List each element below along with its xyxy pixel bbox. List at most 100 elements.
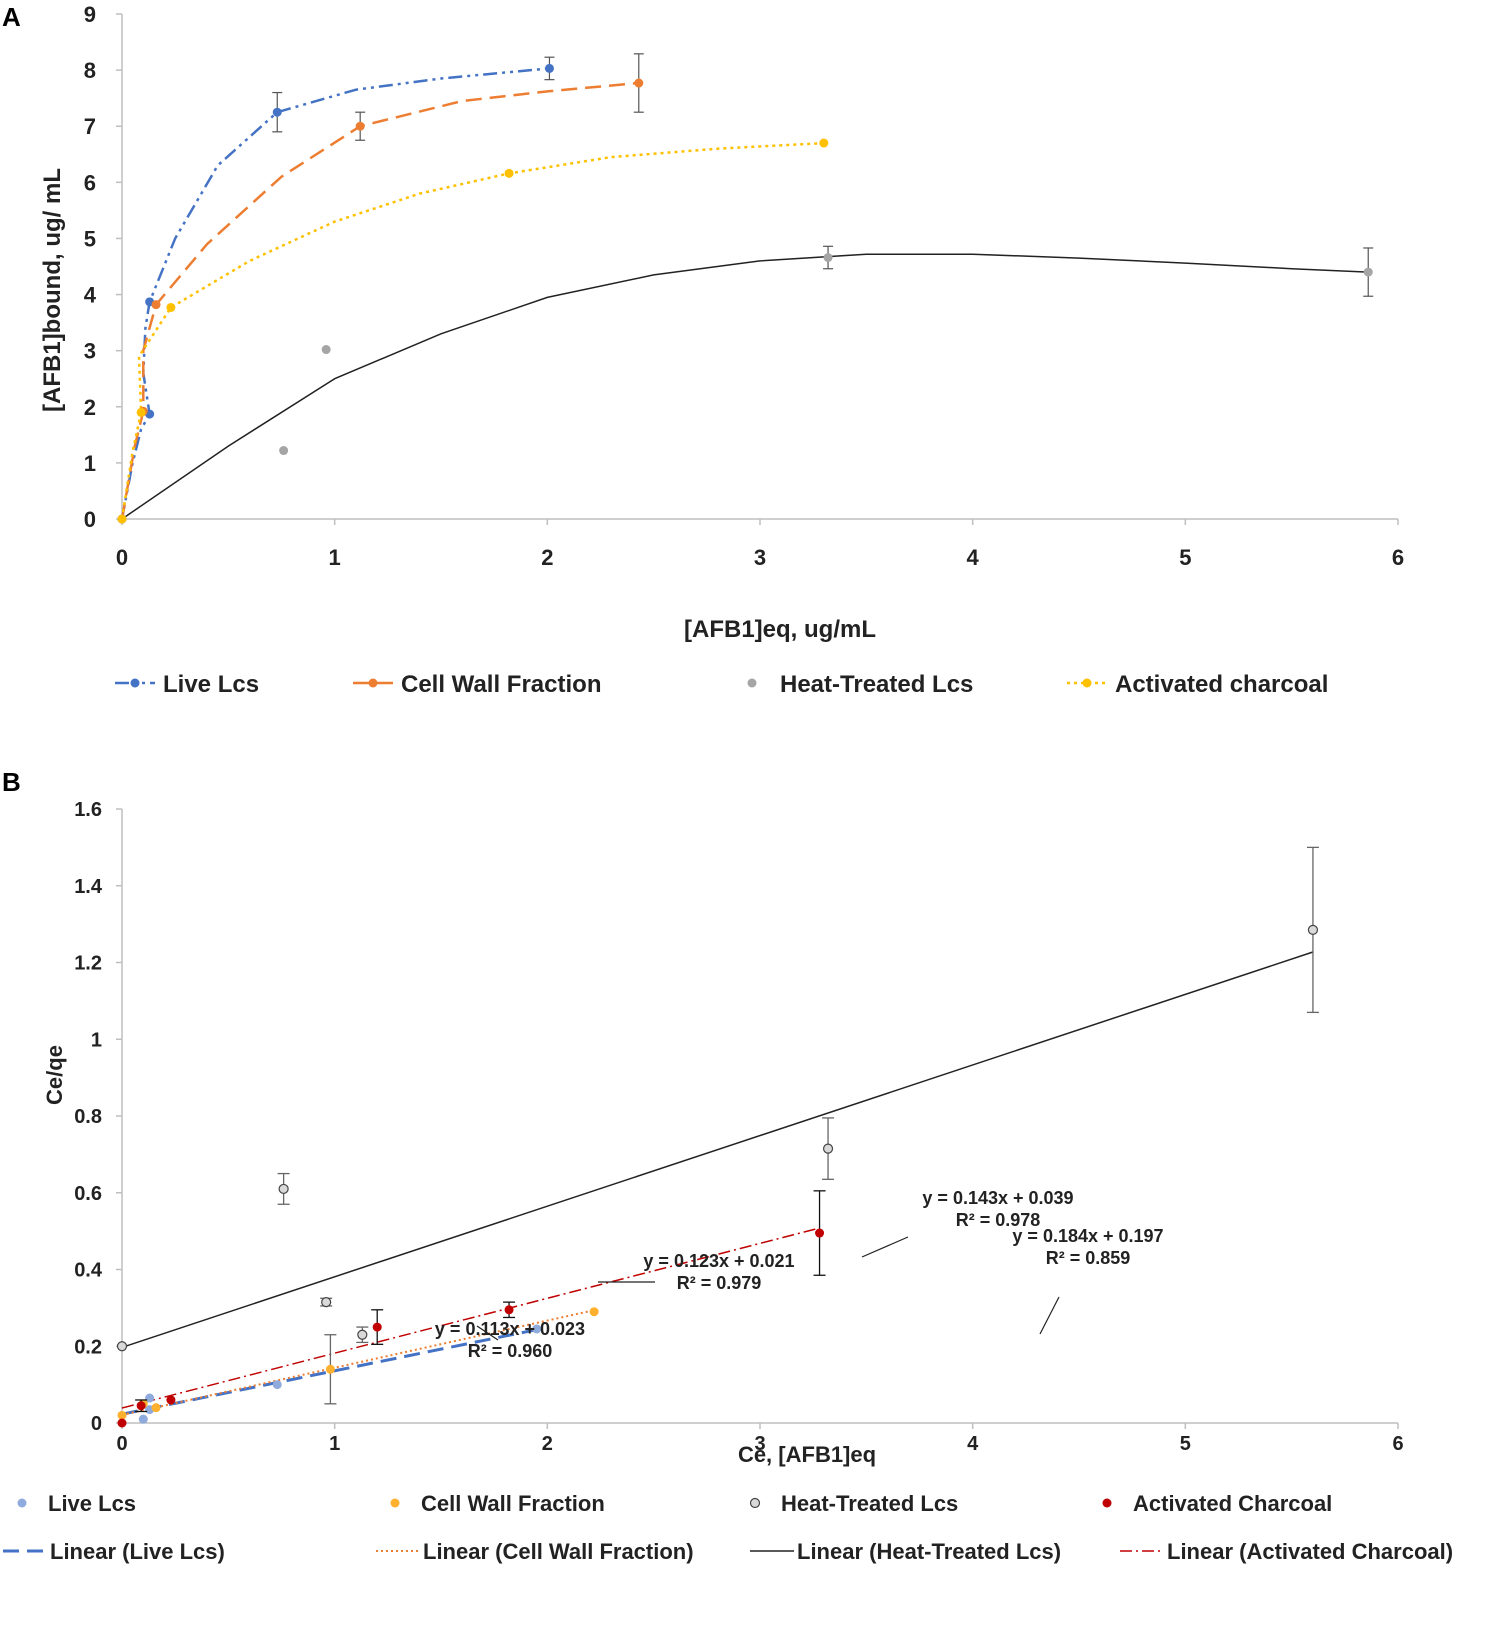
b-point-cell-wall-fraction [325, 1364, 335, 1374]
a-x-tick-label: 4 [967, 545, 980, 570]
b-point-activated-charcoal [504, 1305, 514, 1315]
a-x-axis-label: [AFB1]eq, ug/mL [684, 616, 876, 643]
b-x-tick-label: 4 [967, 1433, 979, 1455]
a-x-tick-label: 2 [541, 545, 553, 570]
a-x-tick-label: 1 [329, 545, 341, 570]
a-point-activated-charcoal [504, 168, 514, 178]
b-y-tick-label: 0.4 [74, 1260, 103, 1282]
b-y-tick-label: 0.2 [74, 1336, 102, 1358]
a-point-heat-treated-lcs [321, 345, 331, 355]
svg-text:Linear (Activated Charcoal): Linear (Activated Charcoal) [1167, 1539, 1453, 1564]
a-curves [120, 67, 1369, 520]
a-y-tick-label: 4 [84, 283, 97, 308]
b-legend-marker-cell-wall-fraction: Cell Wall Fraction [390, 1491, 605, 1516]
a-point-heat-treated-lcs [1363, 267, 1373, 277]
b-point-activated-charcoal [117, 1418, 127, 1428]
svg-text:R² = 0.960: R² = 0.960 [468, 1341, 553, 1361]
b-legend: Live Lcs Cell Wall Fraction Heat-Treated L… [3, 1491, 1453, 1564]
svg-text:Live Lcs: Live Lcs [163, 671, 259, 698]
b-point-cell-wall-fraction [589, 1307, 599, 1317]
a-legend-item-heat-treated-lcs: Heat-Treated Lcs [747, 671, 973, 698]
b-point-live-lcs [145, 1393, 155, 1403]
b-legend-line-linear-activated-charcoal: Linear (Activated Charcoal) [1120, 1539, 1453, 1564]
a-x-tick-label: 0 [116, 545, 128, 570]
b-y-tick-label: 1.6 [74, 799, 102, 821]
a-y-tick-label: 2 [84, 395, 96, 420]
b-point-activated-charcoal [815, 1228, 825, 1238]
b-axes: 0 0.2 0.4 0.6 0.8 1 1.2 1.4 1.6 0 1 2 3 4 5 6 [74, 799, 1403, 1455]
b-y-tick-label: 1 [91, 1029, 102, 1051]
a-point-activated-charcoal [136, 407, 146, 417]
svg-text:Heat-Treated Lcs: Heat-Treated Lcs [781, 1491, 958, 1516]
b-legend-line-linear-live-lcs: Linear (Live Lcs) [3, 1539, 225, 1564]
b-x-tick-label: 2 [542, 1433, 553, 1455]
a-y-tick-label: 0 [84, 507, 96, 532]
b-x-tick-label: 1 [329, 1433, 340, 1455]
b-point-heat-treated-lcs [822, 1143, 834, 1154]
a-legend-item-cell-wall-fraction: Cell Wall Fraction [353, 671, 601, 698]
svg-text:Linear (Live Lcs): Linear (Live Lcs) [50, 1539, 225, 1564]
b-y-tick-label: 1.4 [74, 876, 103, 898]
svg-text:Linear (Cell Wall Fraction): Linear (Cell Wall Fraction) [423, 1539, 694, 1564]
b-y-tick-label: 0.6 [74, 1183, 102, 1205]
a-curve-live-lcs [120, 67, 550, 520]
a-y-axis-label: [AFB1]bound, ug/ mL [39, 168, 66, 412]
b-point-live-lcs [272, 1380, 282, 1390]
a-axes: 0 1 2 3 4 5 6 7 8 9 0 1 2 3 4 5 6 [84, 2, 1404, 570]
b-y-tick-label: 0.8 [74, 1106, 102, 1128]
b-x-tick-label: 3 [754, 1433, 765, 1455]
b-x-tick-label: 6 [1392, 1433, 1403, 1455]
svg-text:R² = 0.859: R² = 0.859 [1046, 1248, 1131, 1268]
b-legend-line-linear-cell-wall-fraction: Linear (Cell Wall Fraction) [376, 1539, 694, 1564]
svg-text:Live Lcs: Live Lcs [48, 1491, 136, 1516]
b-x-tick-label: 5 [1180, 1433, 1191, 1455]
a-x-tick-label: 3 [754, 545, 766, 570]
a-point-activated-charcoal [819, 138, 829, 148]
b-fit-line-cell-wall-fraction [121, 1309, 595, 1416]
a-curve-activated-charcoal [120, 141, 824, 520]
b-legend-marker-activated-charcoal: Activated Charcoal [1102, 1491, 1332, 1516]
chart-a: A 0 1 2 3 4 5 6 7 8 9 0 1 2 3 4 5 6 [AFB1]eq, ug/mL [AFB… [2, 2, 1404, 698]
svg-text:Heat-Treated Lcs: Heat-Treated Lcs [780, 671, 973, 698]
chart-b: B 0 0.2 0.4 0.6 0.8 1 1.2 1.4 1.6 0 1 2 3 4 5 6 y = 0.1… [2, 767, 1453, 1564]
svg-text:Cell Wall Fraction: Cell Wall Fraction [421, 1491, 605, 1516]
a-y-tick-label: 1 [84, 451, 96, 476]
svg-text:y = 0.123x + 0.021: y = 0.123x + 0.021 [643, 1251, 794, 1271]
a-point-live-lcs [272, 107, 282, 117]
svg-text:y = 0.143x + 0.039: y = 0.143x + 0.039 [922, 1188, 1073, 1208]
b-point-activated-charcoal [166, 1395, 176, 1405]
b-fit-line-activated-charcoal [121, 1227, 820, 1409]
b-point-heat-treated-lcs [321, 1297, 332, 1308]
b-legend-marker-heat-treated-lcs: Heat-Treated Lcs [749, 1491, 958, 1516]
svg-text:y = 0.184x + 0.197: y = 0.184x + 0.197 [1012, 1226, 1163, 1246]
a-point-heat-treated-lcs [823, 253, 833, 263]
b-y-tick-label: 0 [91, 1413, 102, 1435]
b-x-tick-label: 0 [116, 1433, 127, 1455]
a-point-live-lcs [544, 63, 554, 73]
a-y-tick-label: 9 [84, 2, 96, 27]
b-point-heat-treated-lcs [278, 1183, 289, 1195]
b-fit-line-heat-treated-lcs [121, 951, 1314, 1349]
a-x-tick-label: 5 [1179, 545, 1191, 570]
a-legend: Live Lcs Cell Wall Fraction Heat-Treated L… [115, 671, 1328, 698]
a-y-tick-label: 3 [84, 339, 96, 364]
panel-label-a: A [2, 2, 21, 32]
a-point-cell-wall-fraction [634, 78, 644, 88]
b-point-heat-treated-lcs [116, 1341, 128, 1352]
b-point-live-lcs [138, 1414, 148, 1424]
b-point-activated-charcoal [372, 1322, 382, 1332]
a-x-tick-label: 6 [1392, 545, 1404, 570]
b-points [116, 846, 1319, 1428]
a-curve-heat-treated-lcs [121, 253, 1369, 520]
b-fit-lines [121, 951, 1314, 1416]
b-y-tick-label: 1.2 [74, 953, 102, 975]
b-point-heat-treated-lcs [1307, 924, 1319, 935]
b-x-axis-label: Ce, [AFB1]eq [738, 1442, 876, 1467]
b-y-axis-label: Ce/qe [42, 1045, 67, 1105]
a-curve-cell-wall-fraction [120, 81, 639, 520]
a-point-cell-wall-fraction [355, 121, 365, 131]
